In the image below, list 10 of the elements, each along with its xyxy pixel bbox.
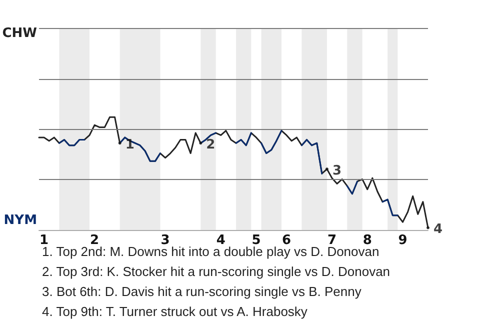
text: CHW xyxy=(2,26,38,41)
text: 3. Bot 6th: D. Davis hit a run-scoring single vs B. Penny xyxy=(42,284,362,299)
series-label: 1 xyxy=(125,138,134,153)
series-label: 2 xyxy=(206,138,216,153)
text: 2. Top 3rd: K. Stocker hit a run-scoring single vs D. Donovan xyxy=(42,264,390,279)
series-label: 4 xyxy=(434,222,443,238)
x-tick-label: 9 xyxy=(398,233,408,248)
text: NYM xyxy=(4,213,38,228)
series-label: 3 xyxy=(332,164,342,179)
text: 4. Top 9th: T. Turner struck out vs A. Hrabosky xyxy=(42,304,308,319)
